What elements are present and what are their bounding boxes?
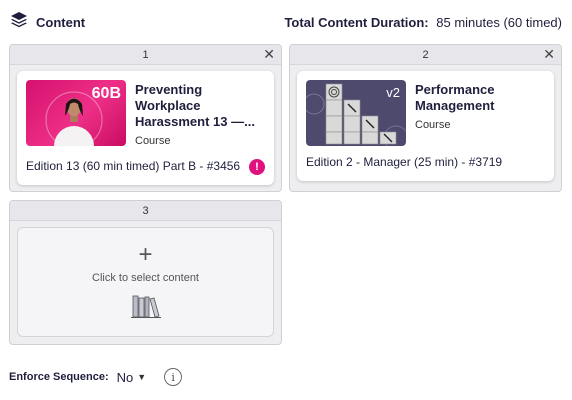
content-slot-2: 2 ✕ [289, 44, 562, 192]
layers-icon [10, 11, 28, 34]
content-slot-1: 1 ✕ 60B Preventing Workplace Harassment … [9, 44, 282, 192]
enforce-sequence-label: Enforce Sequence: [9, 371, 109, 383]
slot-number: 2 [422, 48, 429, 61]
slot-number: 1 [142, 48, 149, 61]
enforce-sequence-row: Enforce Sequence: No ▼ i [9, 368, 183, 386]
select-content-hint: Click to select content [92, 272, 199, 284]
total-duration: Total Content Duration: 85 minutes (60 t… [284, 15, 562, 30]
course-thumbnail: v2 [306, 80, 406, 146]
content-card[interactable]: 60B Preventing Workplace Harassment 13 —… [17, 71, 274, 185]
slot-header: 2 ✕ [290, 45, 561, 65]
enforce-sequence-select[interactable]: No ▼ [115, 370, 147, 385]
course-title: Performance Management [415, 82, 495, 113]
course-title: Preventing Workplace Harassment 13 —... [135, 82, 255, 129]
plus-icon: + [138, 241, 153, 268]
slot-header: 3 [10, 201, 281, 221]
course-edition: Edition 2 - Manager (25 min) - #3719 [306, 155, 503, 169]
course-badge: v2 [386, 85, 400, 100]
duration-label: Total Content Duration: [284, 14, 429, 30]
section-title: Content [36, 14, 86, 30]
books-icon [130, 294, 162, 325]
duration-value: 85 minutes (60 timed) [436, 14, 562, 30]
course-thumbnail: 60B [26, 80, 126, 146]
course-badge: 60B [91, 85, 121, 102]
header-left: Content [10, 11, 85, 34]
close-icon[interactable]: ✕ [543, 46, 555, 62]
content-header: Content Total Content Duration: 85 minut… [10, 11, 562, 33]
content-slot-3: 3 + Click to select content [9, 200, 282, 345]
slot-header: 1 ✕ [10, 45, 281, 65]
select-content-placeholder[interactable]: + Click to select content [17, 227, 274, 337]
course-type: Course [415, 119, 451, 131]
course-edition: Edition 13 (60 min timed) Part B - #3456 [26, 159, 241, 173]
slot-number: 3 [142, 204, 149, 217]
course-type: Course [135, 135, 171, 147]
content-card[interactable]: v2 Performance Management Course Edition… [297, 71, 554, 181]
close-icon[interactable]: ✕ [263, 46, 275, 62]
caret-down-icon: ▼ [137, 372, 147, 382]
warning-icon[interactable]: ! [249, 159, 265, 175]
enforce-sequence-value: No [116, 369, 134, 385]
info-icon[interactable]: i [164, 368, 183, 386]
